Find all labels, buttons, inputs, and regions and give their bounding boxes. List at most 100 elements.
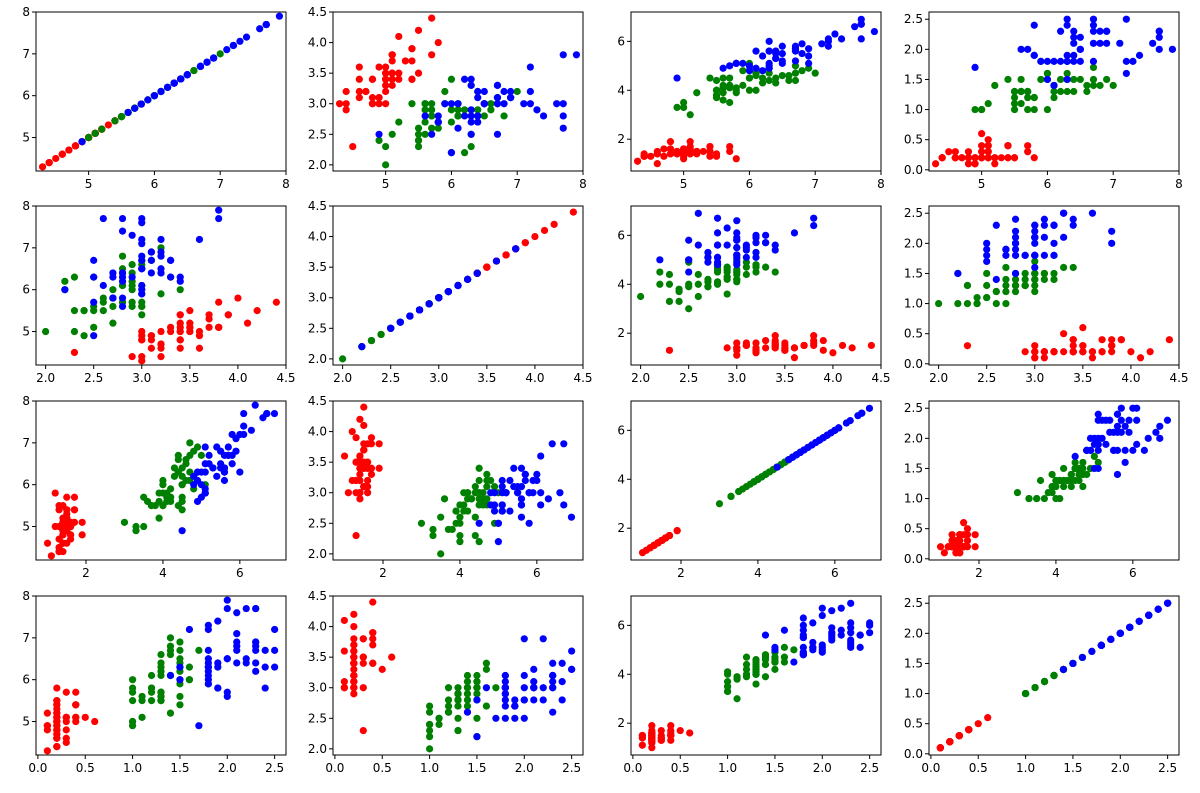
data-point-virginica: [247, 426, 255, 434]
data-point-setosa: [706, 147, 714, 156]
data-point-virginica: [507, 94, 515, 102]
data-point-setosa: [81, 713, 89, 721]
data-point-virginica: [1031, 263, 1039, 272]
data-point-versicolor: [723, 678, 732, 686]
data-point-versicolor: [971, 105, 979, 114]
axes-frame: [928, 11, 1180, 172]
x-tick-label: 8: [282, 177, 290, 191]
y-tick-label: 3.5: [308, 66, 327, 80]
data-point-versicolor: [727, 492, 735, 500]
data-point-versicolor: [1013, 488, 1022, 497]
data-point-virginica: [501, 702, 509, 710]
data-point-virginica: [480, 100, 488, 108]
data-point-virginica: [177, 75, 185, 83]
data-point-versicolor: [1024, 105, 1032, 114]
data-points: [335, 14, 581, 169]
data-point-virginica: [1145, 611, 1153, 619]
data-point-virginica: [837, 631, 845, 639]
data-point-setosa: [1030, 154, 1038, 162]
data-point-versicolor: [1011, 275, 1020, 284]
data-point-versicolor: [414, 130, 423, 138]
data-point-setosa: [867, 341, 875, 350]
data-point-setosa: [676, 726, 684, 735]
data-point-versicolor: [1031, 683, 1039, 692]
data-point-versicolor: [128, 697, 137, 705]
data-point-virginica: [798, 40, 806, 48]
data-point-setosa: [699, 147, 707, 156]
data-point-setosa: [53, 717, 61, 726]
data-point-virginica: [733, 217, 741, 225]
y-tick-label: 2.0: [904, 236, 923, 250]
data-point-setosa: [964, 160, 973, 168]
x-tick-label: 3.5: [477, 371, 496, 385]
data-point-virginica: [732, 59, 740, 67]
y-tick-label: 2: [617, 716, 625, 730]
x-tick-label: 1.5: [467, 761, 486, 775]
data-point-versicolor: [487, 100, 495, 108]
data-point-setosa: [47, 552, 55, 560]
data-point-virginica: [467, 81, 475, 89]
data-point-versicolor: [637, 292, 645, 301]
data-point-versicolor: [147, 697, 156, 705]
data-point-virginica: [494, 519, 502, 527]
data-point-setosa: [243, 319, 252, 327]
data-point-virginica: [223, 596, 231, 604]
data-point-virginica: [228, 460, 236, 468]
data-point-versicolor: [441, 87, 449, 96]
data-point-versicolor: [417, 519, 426, 527]
data-point-virginica: [713, 229, 722, 237]
data-point-virginica: [733, 261, 741, 269]
data-point-setosa: [790, 354, 799, 362]
data-point-setosa: [965, 726, 973, 734]
data-point-virginica: [799, 633, 807, 642]
data-point-virginica: [493, 130, 502, 138]
data-point-versicolor: [140, 522, 148, 531]
data-point-virginica: [533, 470, 541, 478]
data-point-setosa: [762, 336, 770, 345]
data-point-setosa: [838, 341, 847, 350]
x-tick-label: 6: [236, 566, 244, 580]
data-point-setosa: [369, 641, 377, 649]
data-point-setosa: [781, 339, 789, 347]
data-point-setosa: [810, 332, 818, 340]
data-point-versicolor: [1040, 494, 1048, 503]
data-point-versicolor: [1050, 93, 1058, 102]
data-point-versicolor: [752, 680, 760, 688]
data-point-virginica: [1163, 416, 1172, 424]
data-point-setosa: [350, 671, 358, 680]
axes-frame: [35, 11, 287, 172]
x-tick-label: 5: [382, 177, 390, 191]
data-point-virginica: [870, 27, 879, 36]
data-point-versicolor: [440, 495, 449, 503]
x-tick-label: 1.0: [718, 761, 737, 775]
data-point-virginica: [713, 241, 722, 249]
data-point-virginica: [558, 678, 566, 686]
data-point-versicolor: [665, 297, 674, 305]
axes-frame: [928, 400, 1180, 561]
data-point-versicolor: [1037, 75, 1045, 84]
data-point-virginica: [124, 108, 132, 117]
data-point-virginica: [511, 702, 519, 710]
data-point-versicolor: [492, 684, 500, 692]
data-point-versicolor: [1050, 87, 1058, 96]
data-point-virginica: [752, 248, 760, 257]
data-point-setosa: [62, 726, 70, 734]
data-point-virginica: [434, 112, 442, 120]
data-point-setosa: [224, 311, 232, 319]
x-tick-label: 3.0: [727, 371, 746, 385]
data-point-versicolor: [771, 268, 779, 276]
data-point-setosa: [348, 427, 356, 436]
data-point-versicolor: [157, 650, 165, 659]
data-point-versicolor: [138, 298, 146, 306]
data-point-setosa: [633, 157, 642, 165]
data-point-versicolor: [421, 100, 429, 108]
data-point-versicolor: [752, 261, 760, 269]
data-points: [931, 15, 1177, 168]
data-point-versicolor: [1083, 87, 1091, 96]
data-point-virginica: [1069, 659, 1077, 668]
data-point-versicolor: [388, 130, 396, 138]
data-point-virginica: [205, 451, 213, 459]
data-point-versicolor: [963, 281, 972, 290]
data-point-setosa: [978, 154, 986, 162]
data-point-setosa: [395, 75, 403, 83]
